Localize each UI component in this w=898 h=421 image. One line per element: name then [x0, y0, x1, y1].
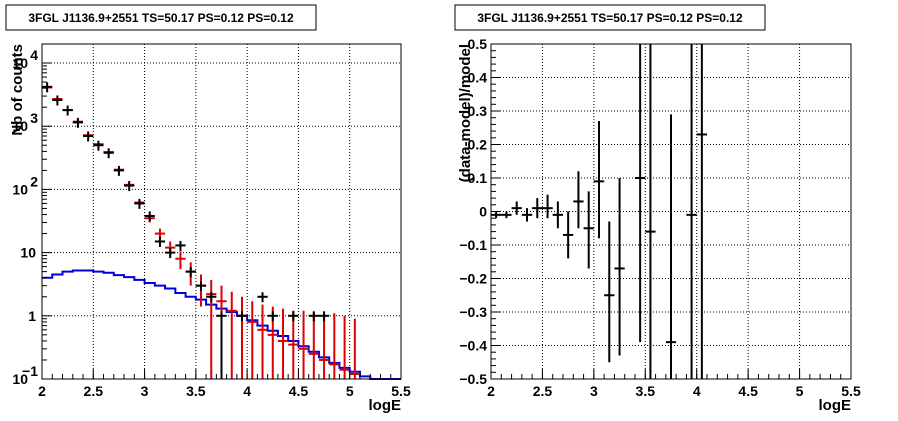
left-x-tick-label: 3.5: [186, 383, 206, 399]
left-y-tick-exponent: 4: [30, 47, 38, 63]
right-y-tick-label: −0.4: [459, 338, 487, 354]
left-y-tick-label: 10: [12, 181, 28, 197]
right-x-tick-label: 5: [796, 383, 804, 399]
right-y-tick-label: 0.3: [468, 103, 488, 119]
right-x-tick-label: 3: [590, 383, 598, 399]
left-x-tick-label: 2: [38, 383, 46, 399]
right-x-tick-label: 2.5: [533, 383, 553, 399]
right-title-frame: [454, 4, 766, 31]
right-title: 3FGL J1136.9+2551 TS=50.17 PS=0.12 PS=0.…: [477, 11, 743, 25]
left-title-box: 3FGL J1136.9+2551 TS=50.17 PS=0.12 PS=0.…: [5, 4, 317, 31]
left-x-tick-label: 3: [141, 383, 149, 399]
right-title-box: 3FGL J1136.9+2551 TS=50.17 PS=0.12 PS=0.…: [454, 4, 766, 31]
right-x-tick-label: 5.5: [841, 383, 861, 399]
right-y-tick-label: 0.2: [468, 137, 488, 153]
right-x-tick-label: 3.5: [636, 383, 656, 399]
left-title-frame: [5, 4, 317, 31]
left-y-axis-title: Nb of counts: [9, 44, 26, 136]
left-y-tick-exponent: −1: [22, 363, 38, 379]
left-title: 3FGL J1136.9+2551 TS=50.17 PS=0.12 PS=0.…: [28, 11, 294, 25]
right-x-tick-label: 2: [487, 383, 495, 399]
left-y-tick-exponent: 2: [30, 173, 38, 189]
right-y-tick-label: 0.5: [468, 36, 488, 52]
right-x-tick-label: 4.5: [738, 383, 758, 399]
right-y-axis-title: (data-model)/model: [457, 44, 474, 182]
right-residual-series: [491, 44, 707, 379]
right-y-tick-label: −0.1: [459, 237, 487, 253]
left-y-tick-label: 10: [12, 55, 28, 71]
left-y-tick-label: 10: [20, 245, 36, 261]
right-y-tick-label: 0.1: [468, 170, 488, 186]
right-y-tick-label: 0: [479, 204, 487, 220]
left-model-step-line: [42, 269, 401, 380]
left-x-tick-label: 4.5: [289, 383, 309, 399]
right-x-tick-labels: 2 2.5 3 3.5 4 4.5 5 5.5: [487, 383, 861, 399]
left-y-tick-exponent: 3: [30, 110, 38, 126]
right-x-tick-label: 4: [693, 383, 701, 399]
left-y-tick-label: 10: [12, 371, 28, 387]
left-axis-ticks: [41, 62, 402, 380]
left-grid: [42, 44, 401, 379]
left-x-axis-title: logE: [369, 397, 402, 414]
left-plot-frame: [41, 43, 402, 380]
right-axis-ticks: [490, 43, 852, 380]
right-y-tick-label: −0.5: [459, 371, 487, 387]
right-y-tick-label: −0.2: [459, 271, 487, 287]
left-pad-background: [0, 0, 449, 421]
left-x-tick-label: 5.5: [391, 383, 411, 399]
left-x-tick-label: 5: [346, 383, 354, 399]
right-y-tick-label: 0.4: [468, 70, 488, 86]
left-x-tick-label: 4: [243, 383, 251, 399]
left-y-tick-label: 1: [28, 308, 36, 324]
right-panel: 2 2.5 3 3.5 4 4.5 5 5.5 −0.5 −0.4 −0.3 −0.2 −0.1 0 0.…: [454, 4, 861, 414]
left-x-tick-label: 2.5: [84, 383, 104, 399]
left-x-tick-labels: 2 2.5 3 3.5 4 4.5 5 5.5: [38, 383, 411, 399]
right-y-tick-label: −0.3: [459, 304, 487, 320]
left-y-tick-label: 10: [12, 118, 28, 134]
right-y-tick-labels: −0.5 −0.4 −0.3 −0.2 −0.1 0 0.1 0.2 0.3 0.4 0.5: [459, 36, 487, 387]
right-x-axis-title: logE: [819, 397, 852, 414]
left-data-series: [42, 82, 330, 379]
left-model-series: [42, 269, 401, 380]
